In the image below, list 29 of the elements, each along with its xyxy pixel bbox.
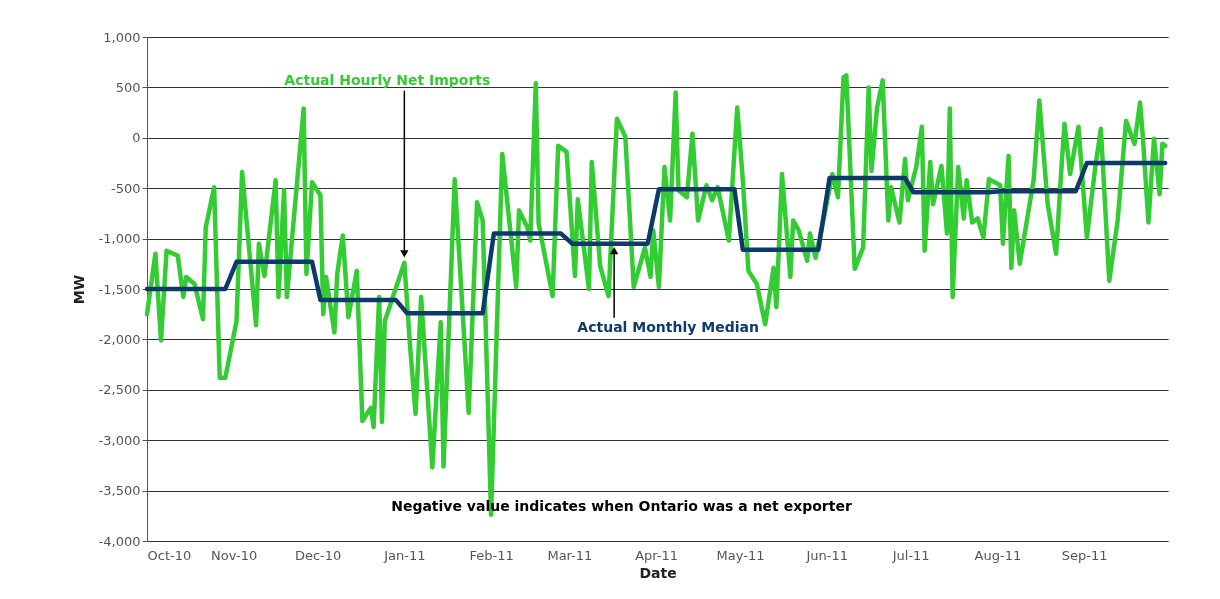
annotation: Actual Monthly Median — [577, 318, 759, 335]
x-tick-label: May-11 — [716, 547, 765, 563]
x-tick-label: Sep-11 — [1061, 547, 1108, 563]
x-tick-label: Oct-10 — [147, 547, 192, 563]
y-tick-label: -1,500 — [98, 281, 141, 297]
y-axis-title: MW — [70, 274, 87, 305]
y-tick-label: -2,000 — [98, 331, 141, 347]
annotation: Actual Hourly Net Imports — [284, 71, 491, 88]
x-tick-label: Feb-11 — [469, 547, 514, 563]
y-tick-label: 1,000 — [103, 29, 141, 45]
y-tick-label: -4,000 — [98, 533, 141, 549]
x-tick-label: Jul-11 — [891, 547, 930, 563]
y-tick-label: 0 — [132, 130, 141, 146]
x-tick-label: Mar-11 — [547, 547, 593, 563]
x-axis-title: Date — [639, 564, 677, 581]
y-tick-label: -500 — [110, 180, 141, 196]
y-tick-label: -3,500 — [98, 483, 141, 499]
y-tick-label: -3,000 — [98, 432, 141, 448]
x-tick-label: Aug-11 — [974, 547, 1022, 563]
y-tick-label: -2,500 — [98, 382, 141, 398]
x-tick-label: Apr-11 — [635, 547, 679, 563]
x-tick-label: Jan-11 — [383, 547, 426, 563]
y-tick-label: 500 — [115, 79, 141, 95]
x-tick-label: Jun-11 — [805, 547, 849, 563]
x-tick-label: Dec-10 — [294, 547, 342, 563]
line-series — [144, 73, 1168, 518]
x-tick-label: Nov-10 — [211, 547, 258, 563]
line-series — [144, 160, 1168, 316]
y-tick-label: -1,000 — [98, 231, 141, 247]
